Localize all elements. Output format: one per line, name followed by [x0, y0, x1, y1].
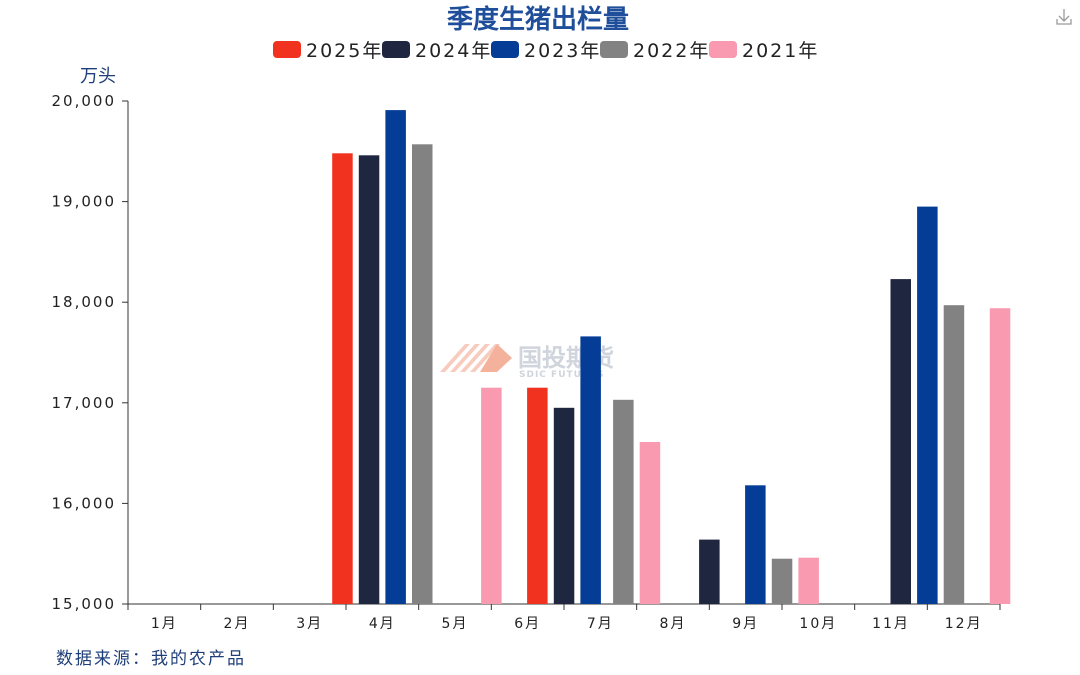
legend-label: 2025年: [306, 40, 383, 62]
x-tick-label: 10月: [799, 616, 837, 632]
x-tick-label: 6月: [514, 616, 541, 632]
bar[interactable]: [358, 155, 380, 605]
bar[interactable]: [385, 110, 406, 604]
x-tick-label: 7月: [587, 616, 614, 632]
legend-swatch: [709, 41, 737, 58]
x-tick-label: 1月: [151, 616, 178, 632]
y-tick-label: 16,000: [52, 494, 117, 512]
y-tick-label: 15,000: [52, 595, 117, 613]
x-tick-label: 11月: [872, 616, 910, 632]
legend-item[interactable]: 2024年: [382, 40, 492, 62]
bar[interactable]: [917, 206, 938, 604]
bar[interactable]: [771, 558, 793, 604]
y-axis-unit: 万头: [80, 66, 116, 87]
legend-swatch: [600, 41, 628, 58]
legend-item[interactable]: 2022年: [600, 40, 710, 62]
bar[interactable]: [332, 153, 353, 605]
watermark-logo-icon: [440, 344, 512, 372]
watermark: 国投期货 SDIC FUTURES: [440, 344, 614, 380]
legend-swatch: [273, 41, 301, 58]
x-tick-label: 2月: [224, 616, 251, 632]
bar[interactable]: [890, 279, 912, 604]
watermark-sub: SDIC FUTURES: [519, 370, 605, 380]
x-tick-label: 9月: [732, 616, 759, 632]
bar[interactable]: [613, 399, 634, 604]
legend-item[interactable]: 2021年: [709, 40, 819, 62]
bar[interactable]: [639, 442, 661, 604]
y-tick-label: 17,000: [52, 394, 117, 412]
x-tick-label: 4月: [369, 616, 396, 632]
legend-label: 2022年: [633, 40, 710, 62]
bar[interactable]: [798, 557, 819, 604]
y-tick-label: 20,000: [52, 92, 117, 110]
x-tick-label: 3月: [296, 616, 323, 632]
bar[interactable]: [989, 308, 1011, 604]
bar[interactable]: [412, 144, 433, 605]
legend-label: 2024年: [415, 40, 492, 62]
bar[interactable]: [699, 539, 720, 604]
source-note: 数据来源：我的农产品: [56, 649, 246, 669]
legend: 2025年 2024年 2023年 2022年 2021年: [273, 40, 819, 62]
y-tick-label: 19,000: [52, 193, 117, 211]
legend-item[interactable]: 2025年: [273, 40, 383, 62]
legend-item[interactable]: 2023年: [491, 40, 601, 62]
bar[interactable]: [553, 407, 575, 604]
legend-label: 2023年: [524, 40, 601, 62]
download-icon[interactable]: [1056, 9, 1072, 25]
legend-swatch: [491, 41, 519, 58]
bars: [332, 110, 1011, 605]
legend-label: 2021年: [742, 40, 819, 62]
bar[interactable]: [527, 387, 548, 604]
x-tick-label: 12月: [945, 616, 983, 632]
bar[interactable]: [745, 485, 766, 604]
legend-swatch: [382, 41, 410, 58]
x-tick-label: 8月: [660, 616, 687, 632]
bar[interactable]: [481, 387, 502, 604]
chart-title: 季度生猪出栏量: [447, 4, 629, 35]
x-tick-label: 5月: [442, 616, 469, 632]
bar[interactable]: [943, 305, 965, 604]
bar[interactable]: [580, 336, 601, 604]
y-tick-label: 18,000: [52, 293, 117, 311]
